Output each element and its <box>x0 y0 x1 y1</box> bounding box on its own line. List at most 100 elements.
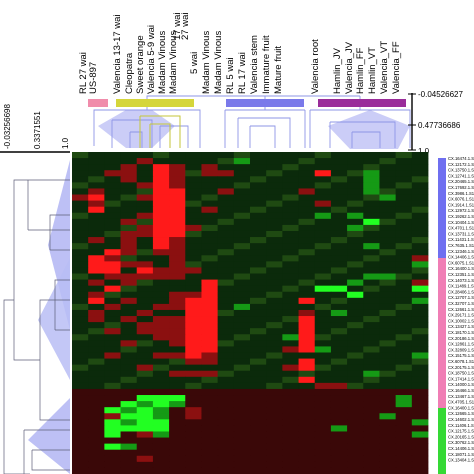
heatmap-cell <box>266 237 283 244</box>
heatmap-cell <box>233 230 251 238</box>
heatmap-cell <box>201 443 219 451</box>
heatmap-cell <box>363 291 380 299</box>
heatmap-cell <box>314 419 332 426</box>
heatmap-cell <box>330 340 348 347</box>
heatmap-cell <box>185 230 202 238</box>
heatmap-cell <box>314 303 332 311</box>
heatmap-cell <box>314 467 332 474</box>
heatmap-cell <box>347 376 364 384</box>
heatmap-cell <box>266 425 283 432</box>
gene-label: CX.16466.1.S1_at <box>448 388 474 393</box>
heatmap-cell <box>104 352 121 359</box>
heatmap-cell <box>201 255 219 262</box>
heatmap-cell <box>120 243 138 250</box>
heatmap-cell <box>298 218 316 226</box>
heatmap-cell <box>395 328 413 335</box>
heatmap-cell <box>136 279 154 287</box>
heatmap-cell <box>282 455 299 463</box>
heatmap-cell <box>217 419 235 426</box>
heatmap-cell <box>250 382 267 390</box>
heatmap-cell <box>169 170 186 177</box>
heatmap-cell <box>379 328 397 335</box>
heatmap-cell <box>330 206 348 214</box>
heatmap-cell <box>379 352 397 359</box>
heatmap-cell <box>152 455 170 463</box>
heatmap-cell <box>250 182 267 189</box>
heatmap-cell <box>136 170 154 177</box>
heatmap-cell <box>185 224 202 232</box>
heatmap-cell <box>282 413 299 420</box>
column-labels: RL 27 wai US-897 Valencia 13-17 wai Cleopat… <box>78 13 402 94</box>
heatmap-cell <box>363 249 380 256</box>
heatmap-cell <box>88 218 105 226</box>
heatmap-cell <box>330 182 348 189</box>
column-tree-shade-left <box>98 110 175 148</box>
heatmap-cell <box>330 431 348 438</box>
heatmap-cell <box>120 443 138 451</box>
heatmap-cell <box>104 158 121 165</box>
heatmap-cell <box>88 443 105 451</box>
column-label: US-897 <box>88 62 99 94</box>
heatmap-cell <box>250 164 267 171</box>
heatmap-cell <box>88 316 105 323</box>
heatmap-cell <box>314 200 332 208</box>
gene-label: CX.11431.1.S1_at <box>448 237 474 242</box>
heatmap-cell <box>120 370 138 378</box>
heatmap-cell <box>314 443 332 451</box>
left-scale-label-3: 1.0 <box>61 137 70 149</box>
heatmap-cell <box>120 455 138 463</box>
heatmap-cell <box>104 309 121 317</box>
heatmap-cell <box>169 449 186 457</box>
heatmap-cell <box>266 200 283 208</box>
heatmap-cell <box>185 461 202 469</box>
heatmap-cell <box>363 376 380 384</box>
gene-label: CX.4705.1.S1_s_at <box>448 400 474 405</box>
heatmap-cell <box>152 200 170 208</box>
heatmap-cell <box>347 382 364 390</box>
heatmap-cell <box>314 316 332 323</box>
left-scale-label-2: 0.3371551 <box>33 111 42 149</box>
heatmap-cell <box>120 237 138 244</box>
heatmap-cell <box>330 164 348 171</box>
heatmap-cell <box>314 152 332 159</box>
heatmap-cell <box>282 285 299 293</box>
gene-label: CX.17692.1.S1_at <box>448 185 474 190</box>
heatmap-cell <box>72 376 89 384</box>
heatmap-cell <box>363 188 380 195</box>
heatmap-cell <box>298 158 316 165</box>
heatmap-cell <box>298 431 316 438</box>
heatmap-cell <box>298 273 316 280</box>
heatmap-cell <box>347 407 364 414</box>
heatmap-cell <box>201 425 219 432</box>
heatmap-cell <box>88 449 105 457</box>
heatmap-cell <box>120 437 138 445</box>
heatmap-cell <box>104 182 121 189</box>
heatmap-cell <box>152 291 170 299</box>
heatmap-cell <box>120 249 138 256</box>
heatmap-cell <box>266 212 283 220</box>
heatmap-cell <box>266 291 283 299</box>
heatmap-cell <box>185 449 202 457</box>
heatmap-cell <box>314 164 332 171</box>
heatmap-cell <box>217 322 235 329</box>
heatmap-cell <box>379 437 397 445</box>
heatmap-cell <box>347 346 364 353</box>
heatmap-cell <box>314 249 332 256</box>
heatmap-cell <box>201 243 219 250</box>
heatmap-cell <box>72 461 89 469</box>
heatmap-cell <box>266 316 283 323</box>
heatmap-cell <box>88 249 105 256</box>
gene-label: CX.12861.1.S1_at <box>448 342 474 347</box>
heatmap-cell <box>314 352 332 359</box>
heatmap-cell <box>314 382 332 390</box>
heatmap-cell <box>88 322 105 329</box>
heatmap-cell <box>88 285 105 293</box>
heatmap-cell <box>233 212 251 220</box>
heatmap-cell <box>104 237 121 244</box>
heatmap-cell <box>88 255 105 262</box>
heatmap-cell <box>411 322 429 329</box>
heatmap-cell <box>298 243 316 250</box>
heatmap-cell <box>185 455 202 463</box>
heatmap-cell <box>266 340 283 347</box>
heatmap-cell <box>120 230 138 238</box>
